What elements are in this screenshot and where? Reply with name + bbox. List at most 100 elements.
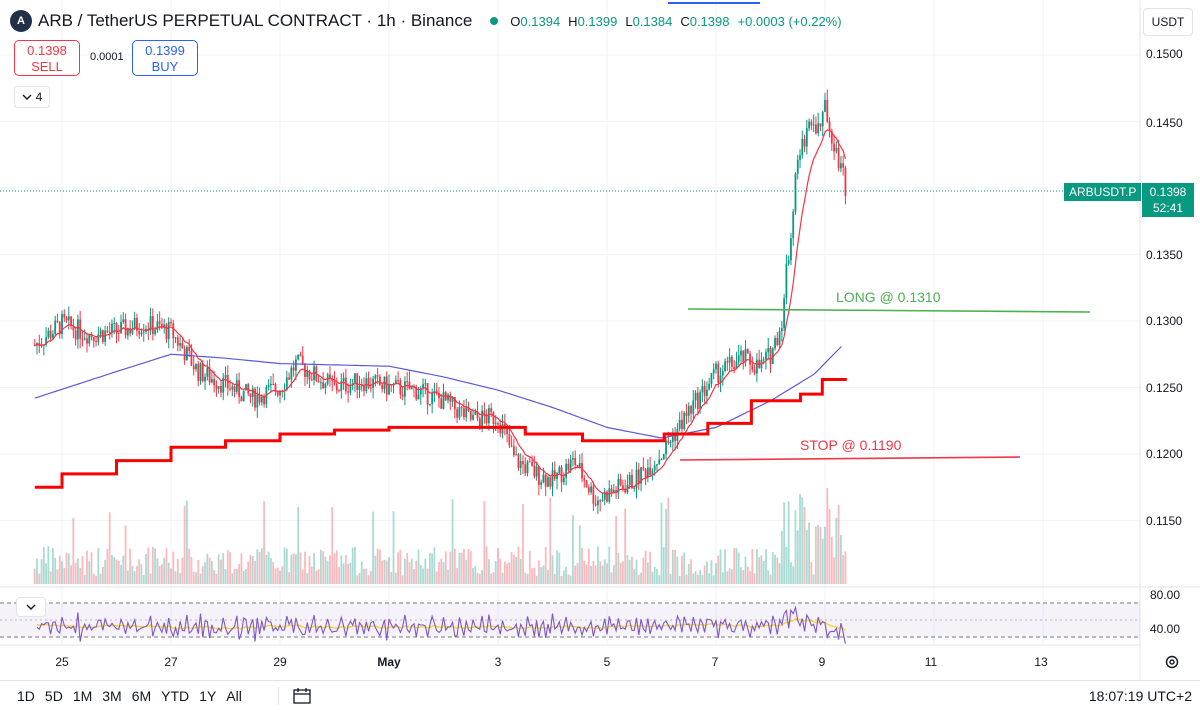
rsi-collapse-button[interactable] xyxy=(16,597,46,617)
volume-bar xyxy=(651,571,654,584)
candle-body xyxy=(333,381,336,384)
candle-body xyxy=(290,367,293,380)
time-tick: 11 xyxy=(924,655,938,669)
range-all[interactable]: All xyxy=(226,688,242,704)
time-tick: 27 xyxy=(164,655,178,669)
range-1m[interactable]: 1M xyxy=(72,688,93,704)
range-3m[interactable]: 3M xyxy=(102,688,122,704)
volume-bar xyxy=(415,560,418,584)
candle-body xyxy=(767,348,770,353)
volume-bar xyxy=(49,571,52,584)
candle-body xyxy=(45,337,48,345)
candle-body xyxy=(612,490,615,493)
range-1d[interactable]: 1D xyxy=(17,688,35,704)
sell-price: 0.1398 xyxy=(27,43,67,58)
stop-annotation[interactable]: STOP @ 0.1190 xyxy=(800,437,902,453)
volume-bar xyxy=(36,558,38,584)
volume-bar xyxy=(706,561,708,584)
candle-body xyxy=(524,464,527,474)
candle-body xyxy=(631,474,633,489)
volume-bar xyxy=(140,564,143,584)
volume-bar xyxy=(190,557,193,584)
volume-bar xyxy=(435,571,438,584)
candle-body xyxy=(136,317,138,331)
volume-bar xyxy=(161,564,163,584)
volume-bar xyxy=(492,572,495,584)
volume-bar xyxy=(267,551,270,584)
volume-bar xyxy=(279,570,281,584)
clock-timezone[interactable]: 18:07:19 UTC+2 xyxy=(1088,688,1192,704)
candle-body xyxy=(771,348,774,365)
candle-body xyxy=(306,371,309,377)
volume-bar xyxy=(463,548,465,584)
sell-button[interactable]: 0.1398 SELL xyxy=(14,40,80,76)
volume-bar xyxy=(478,574,481,584)
range-6m[interactable]: 6M xyxy=(131,688,152,704)
candle-body xyxy=(167,321,170,340)
range-5d[interactable]: 5D xyxy=(44,688,63,704)
candle-body xyxy=(710,373,713,384)
low-value: 0.1384 xyxy=(632,13,673,29)
volume-bar xyxy=(610,572,613,584)
volume-bar xyxy=(313,553,315,584)
symbol-title[interactable]: ARB / TetherUS PERPETUAL CONTRACT · 1h ·… xyxy=(38,11,473,30)
range-ytd[interactable]: YTD xyxy=(161,688,190,704)
volume-bar xyxy=(349,562,352,584)
volume-bars xyxy=(33,487,847,584)
candle-body xyxy=(562,477,565,483)
candle-body xyxy=(181,343,184,349)
candle-body xyxy=(617,479,620,493)
volume-bar xyxy=(124,525,127,584)
buy-button[interactable]: 0.1399 BUY xyxy=(132,40,198,76)
volume-bar xyxy=(819,526,822,584)
volume-bar xyxy=(185,500,188,584)
volume-bar xyxy=(833,557,835,584)
candle-body xyxy=(512,446,515,456)
volume-bar xyxy=(394,572,397,584)
volume-bar xyxy=(265,554,268,584)
volume-bar xyxy=(136,566,138,584)
volume-bar xyxy=(587,548,590,584)
candle-body xyxy=(644,469,647,478)
volume-bar xyxy=(88,561,91,584)
volume-bar xyxy=(528,551,531,584)
candle-body xyxy=(753,369,756,374)
candle-body xyxy=(619,479,622,486)
volume-bar xyxy=(597,546,599,584)
candle-body xyxy=(488,408,490,424)
volume-bar xyxy=(787,501,790,584)
candle-body xyxy=(726,361,729,363)
candle-body xyxy=(585,480,588,488)
candle-body xyxy=(762,359,765,361)
volume-bar xyxy=(531,568,533,584)
candle-body xyxy=(508,434,511,446)
volume-bar xyxy=(419,564,422,584)
candle-body xyxy=(192,365,195,370)
volume-bar xyxy=(699,569,702,584)
indicators-toggle[interactable]: 4 xyxy=(14,86,50,108)
range-1y[interactable]: 1Y xyxy=(199,688,217,704)
bottom-toolbar: 1D 5D 1M 3M 6M YTD 1Y All 18:07:19 UTC+2 xyxy=(0,680,1200,710)
chart-settings-button[interactable] xyxy=(1162,652,1182,672)
candle-body xyxy=(52,333,54,339)
candle-body xyxy=(394,380,397,384)
time-tick: 3 xyxy=(494,655,502,669)
candle-body xyxy=(624,488,627,493)
candlesticks xyxy=(33,89,847,514)
gear-icon xyxy=(1165,655,1179,669)
candle-body xyxy=(95,340,97,342)
volume-bar xyxy=(208,557,211,584)
volume-bar xyxy=(231,573,234,584)
volume-bar xyxy=(681,556,683,584)
calendar-goto-icon[interactable] xyxy=(292,687,312,705)
candle-body xyxy=(499,424,502,434)
time-tick: 5 xyxy=(603,655,611,669)
volume-bar xyxy=(660,502,663,584)
currency-selector[interactable]: USDT xyxy=(1143,8,1193,36)
candle-body xyxy=(170,321,172,324)
volume-bar xyxy=(354,546,356,584)
volume-bar xyxy=(574,565,577,584)
price-chart[interactable] xyxy=(0,0,1200,680)
candle-body xyxy=(463,408,465,418)
long-annotation[interactable]: LONG @ 0.1310 xyxy=(836,289,941,305)
